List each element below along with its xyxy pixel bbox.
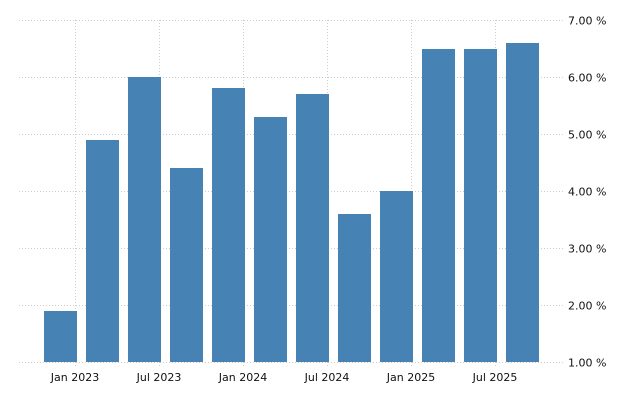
y-tick-label: 4.00 %	[568, 186, 606, 199]
bar	[86, 140, 119, 362]
y-tick-label: 3.00 %	[568, 243, 606, 256]
x-tick-label: Jul 2023	[136, 371, 182, 384]
bar	[128, 77, 161, 362]
y-tick-label: 1.00 %	[568, 357, 606, 370]
bar	[506, 43, 539, 362]
y-tick-label: 2.00 %	[568, 300, 606, 313]
x-axis-labels: Jan 2023 Jul 2023 Jan 2024 Jul 2024 Jan 2025…	[50, 371, 518, 384]
bar	[170, 168, 203, 362]
bar	[212, 88, 245, 362]
bar	[422, 49, 455, 362]
bar	[296, 94, 329, 362]
bar	[464, 49, 497, 362]
bar	[44, 311, 77, 362]
x-tick-label: Jul 2024	[304, 371, 350, 384]
bar	[254, 117, 287, 362]
x-tick-label: Jan 2023	[50, 371, 99, 384]
y-axis-labels: 1.00 % 2.00 % 3.00 % 4.00 % 5.00 % 6.00 % 7.00…	[568, 15, 606, 370]
x-tick-label: Jul 2025	[472, 371, 518, 384]
x-tick-label: Jan 2025	[386, 371, 435, 384]
bar-series	[44, 43, 539, 362]
y-tick-label: 5.00 %	[568, 129, 606, 142]
y-tick-label: 6.00 %	[568, 72, 606, 85]
y-tick-label: 7.00 %	[568, 15, 606, 28]
bar	[380, 191, 413, 362]
bar	[338, 214, 371, 362]
x-tick-label: Jan 2024	[218, 371, 267, 384]
